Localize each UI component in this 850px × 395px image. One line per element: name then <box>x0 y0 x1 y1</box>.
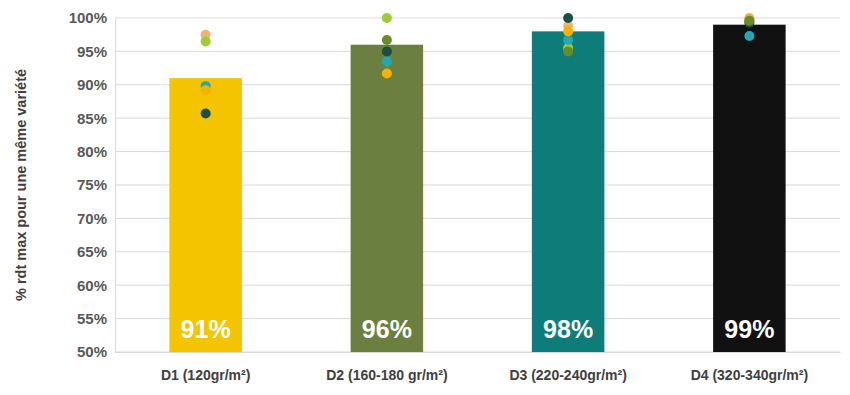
y-tick-label: 70% <box>77 210 107 227</box>
point <box>744 31 754 41</box>
data-label: 99% <box>724 315 774 343</box>
marks <box>169 13 785 352</box>
scatter-series <box>201 14 755 95</box>
data-label: 91% <box>181 315 231 343</box>
y-tick-label: 90% <box>77 76 107 93</box>
grid-line <box>115 18 840 19</box>
grid <box>115 18 840 352</box>
x-tick-label: D1 (120gr/m²) <box>161 367 250 383</box>
data-labels: 91% 96% 98% 99% <box>181 315 775 343</box>
y-tick-label: 95% <box>77 43 107 60</box>
x-axis-line <box>116 352 841 353</box>
y-tick: 55% <box>77 310 115 327</box>
data-label: 98% <box>543 315 593 343</box>
x-tick-label: D2 (160-180 gr/m²) <box>326 367 447 383</box>
y-tick: 100% <box>69 9 115 26</box>
y-tick: 75% <box>77 176 115 193</box>
y-tick: 80% <box>77 143 115 160</box>
y-tick-label: 55% <box>77 310 107 327</box>
y-tick: 60% <box>77 277 115 294</box>
bar <box>532 31 605 352</box>
point <box>563 35 573 45</box>
x-axis: D1 (120gr/m²) D2 (160-180 gr/m²) D3 (220-2… <box>116 352 841 383</box>
x-tick: D2 (160-180 gr/m²) <box>326 352 447 383</box>
bar <box>169 78 242 352</box>
scatter-series <box>201 31 755 91</box>
y-axis-title: % rdt max pour une même variété <box>13 69 29 301</box>
y-tick-label: 65% <box>77 243 107 260</box>
x-tick: D4 (320-340gr/m²) <box>691 352 809 383</box>
point <box>201 109 211 119</box>
x-tick: D1 (120gr/m²) <box>161 352 250 383</box>
point <box>563 13 573 23</box>
point <box>382 13 392 23</box>
point <box>382 35 392 45</box>
x-tick-label: D3 (220-240gr/m²) <box>509 367 627 383</box>
y-tick: 85% <box>77 110 115 127</box>
point <box>382 56 392 66</box>
scatter-series <box>382 16 755 57</box>
point <box>382 68 392 78</box>
y-tick: 90% <box>77 76 115 93</box>
y-tick-label: 80% <box>77 143 107 160</box>
point <box>563 26 573 36</box>
y-axis: 50% 55% 60% 65% 70% 75% 80% 85% 90% 95% 100% <box>69 9 116 360</box>
x-tick-label: D4 (320-340gr/m²) <box>691 367 809 383</box>
y-tick: 50% <box>77 343 115 360</box>
chart: 50% 55% 60% 65% 70% 75% 80% 85% 90% 95% 100% D1 (12… <box>0 0 850 395</box>
y-axis-line <box>115 19 116 353</box>
data-label: 96% <box>362 315 412 343</box>
y-tick: 95% <box>77 43 115 60</box>
y-tick: 65% <box>77 243 115 260</box>
bar <box>351 45 424 352</box>
point <box>201 36 211 46</box>
x-tick: D3 (220-240gr/m²) <box>509 352 627 383</box>
y-tick-label: 75% <box>77 176 107 193</box>
plot: 50% 55% 60% 65% 70% 75% 80% 85% 90% 95% 100% D1 (12… <box>69 9 841 383</box>
scatter-series <box>201 13 755 53</box>
point <box>382 46 392 56</box>
y-tick-label: 60% <box>77 277 107 294</box>
point <box>563 46 573 56</box>
y-tick: 70% <box>77 210 115 227</box>
y-tick-label: 85% <box>77 110 107 127</box>
bar <box>713 25 786 352</box>
scatter-series <box>201 13 755 119</box>
point <box>201 85 211 95</box>
scatter-series <box>201 13 755 40</box>
y-tick-label: 100% <box>69 9 107 26</box>
y-tick-label: 50% <box>77 343 107 360</box>
point <box>744 16 754 26</box>
